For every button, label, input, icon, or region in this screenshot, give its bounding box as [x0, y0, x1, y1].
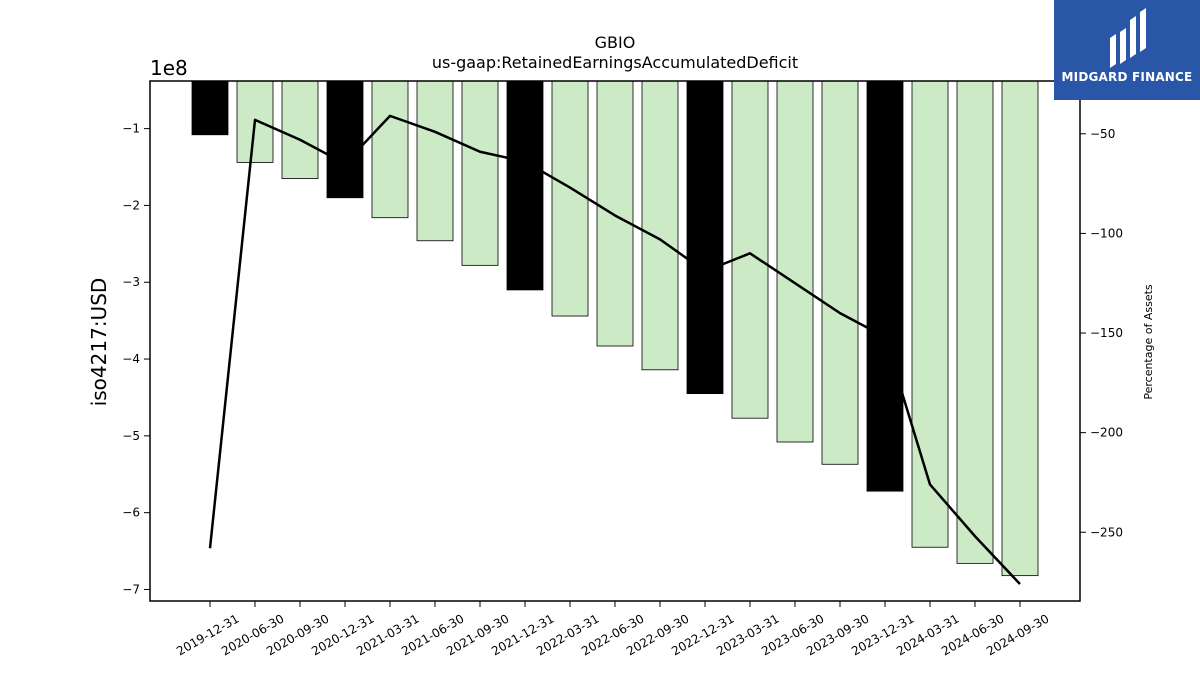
bar [866, 80, 904, 492]
bar [506, 80, 544, 291]
bars-group [191, 80, 1039, 577]
line-group [208, 114, 1021, 585]
y-tick-label: −7 [122, 582, 140, 596]
bar [821, 80, 859, 465]
bar [281, 80, 319, 179]
chart-title: GBIO [595, 33, 636, 52]
y-tick-label: −4 [122, 352, 140, 366]
x-ticks-group: 2019-12-312020-06-302020-09-302020-12-31… [174, 601, 1052, 658]
percentage-line [208, 114, 1021, 585]
y-ticks-group: −1 −2 −3 −4 −5 −6 −7 [122, 122, 150, 596]
y-offset-label: 1e8 [150, 56, 188, 80]
y-tick-label: −1 [122, 122, 140, 136]
y-tick-label: −2 [122, 198, 140, 212]
y-tick-label: −5 [122, 429, 140, 443]
bar [911, 80, 949, 548]
y2-tick-label: −50 [1090, 127, 1115, 141]
brand-logo-text: MIDGARD FINANCE [1061, 70, 1193, 84]
y-axis-label: iso4217:USD [87, 278, 111, 407]
y2-axis-label: Percentage of Assets [1142, 284, 1155, 400]
brand-logo: MIDGARD FINANCE [1054, 0, 1200, 100]
y-tick-label: −3 [122, 275, 140, 289]
bar [641, 80, 679, 371]
bar [686, 80, 724, 395]
y2-tick-label: −200 [1090, 426, 1123, 440]
bar [1001, 80, 1039, 577]
y2-tick-label: −150 [1090, 326, 1123, 340]
y-tick-label: −6 [122, 506, 140, 520]
y2-tick-label: −250 [1090, 525, 1123, 539]
y2-tick-label: −100 [1090, 226, 1123, 240]
bar [416, 80, 454, 242]
bar [191, 80, 229, 136]
bar [326, 80, 364, 199]
midgard-logo-icon [1110, 8, 1146, 68]
y2-ticks-group: −50 −100 −150 −200 −250 [1080, 127, 1123, 539]
bar [731, 80, 769, 419]
bar [956, 80, 994, 564]
bar [596, 80, 634, 347]
bar [371, 80, 409, 219]
chart-subtitle: us-gaap:RetainedEarningsAccumulatedDefic… [432, 53, 798, 72]
bar [551, 80, 589, 317]
bar [776, 80, 814, 443]
bar [461, 80, 499, 266]
